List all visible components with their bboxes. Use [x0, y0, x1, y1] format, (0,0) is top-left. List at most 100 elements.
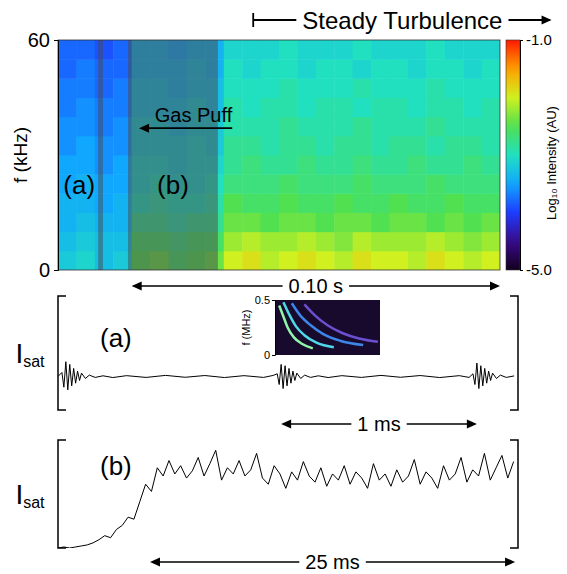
title-arrow: Steady Turbulence [253, 7, 551, 34]
cell [76, 136, 95, 156]
arrow-line [349, 285, 498, 287]
cell [445, 174, 464, 194]
cell [279, 193, 298, 213]
cell [463, 117, 482, 137]
cell [58, 251, 77, 270]
cell [242, 174, 261, 194]
cell [463, 193, 482, 213]
inset-background [275, 300, 380, 355]
cell [242, 78, 261, 98]
cell [279, 251, 298, 270]
cell [445, 40, 464, 60]
tick: 0.5 [255, 294, 275, 306]
cell [408, 155, 427, 175]
cell [261, 213, 280, 233]
tick-mark [54, 40, 58, 41]
cell [334, 78, 353, 98]
cell [224, 232, 243, 252]
span-arrow: 0.10 s [132, 275, 500, 297]
cell [316, 78, 335, 98]
title: Steady Turbulence [302, 7, 502, 34]
cell [482, 136, 500, 156]
cell [279, 59, 298, 79]
cell [482, 40, 500, 60]
cell [58, 213, 77, 233]
cell [426, 78, 445, 98]
cell [58, 136, 77, 156]
cell [371, 193, 390, 213]
cell [482, 117, 500, 137]
cell [408, 117, 427, 137]
tick-mark [272, 355, 275, 356]
cell [316, 193, 335, 213]
arrow-line [152, 561, 299, 563]
arrow-line [366, 561, 513, 563]
cell [408, 232, 427, 252]
cell [76, 117, 95, 137]
trace [58, 362, 514, 390]
cell [371, 59, 390, 79]
panel-label: (b) [100, 451, 132, 481]
axis-title: Isat [15, 338, 45, 371]
cell [297, 174, 316, 194]
cell [279, 155, 298, 175]
axis-line [272, 301, 276, 356]
cell [242, 117, 261, 137]
cell [297, 78, 316, 98]
cell [390, 117, 409, 137]
cell [426, 213, 445, 233]
cell [408, 98, 427, 118]
cell [463, 174, 482, 194]
cell [445, 136, 464, 156]
cell [408, 213, 427, 233]
cell [261, 174, 280, 194]
cell [242, 251, 261, 270]
cell [390, 40, 409, 60]
cell [334, 155, 353, 175]
cell [353, 193, 372, 213]
arrow-head [281, 420, 291, 429]
cell [58, 78, 77, 98]
cell [297, 155, 316, 175]
panel-label: (a) [100, 323, 132, 353]
cell [316, 98, 335, 118]
cell [58, 232, 77, 252]
cell [463, 40, 482, 60]
cell [408, 78, 427, 98]
cell [445, 98, 464, 118]
cell [353, 117, 372, 137]
cell [371, 40, 390, 60]
cell [242, 232, 261, 252]
cell [353, 40, 372, 60]
cell [408, 40, 427, 60]
arrow-line [283, 423, 351, 425]
cell [297, 193, 316, 213]
trace [58, 450, 514, 548]
cell [261, 59, 280, 79]
cell [279, 98, 298, 118]
cell [390, 98, 409, 118]
cell [334, 40, 353, 60]
cell [297, 40, 316, 60]
arrow-head [139, 124, 149, 133]
cell [297, 251, 316, 270]
cell [482, 213, 500, 233]
cell [316, 136, 335, 156]
region-label: (b) [157, 170, 189, 200]
cell [463, 213, 482, 233]
cell [316, 155, 335, 175]
arrow-head [132, 282, 142, 291]
cell [482, 78, 500, 98]
cell [261, 155, 280, 175]
cell [445, 232, 464, 252]
cell [353, 213, 372, 233]
cell [334, 174, 353, 194]
cell [95, 59, 114, 79]
cell [463, 232, 482, 252]
cell [371, 251, 390, 270]
cell [426, 136, 445, 156]
cell [482, 174, 500, 194]
cell [426, 117, 445, 137]
cell [261, 232, 280, 252]
region-label: (a) [63, 170, 95, 200]
